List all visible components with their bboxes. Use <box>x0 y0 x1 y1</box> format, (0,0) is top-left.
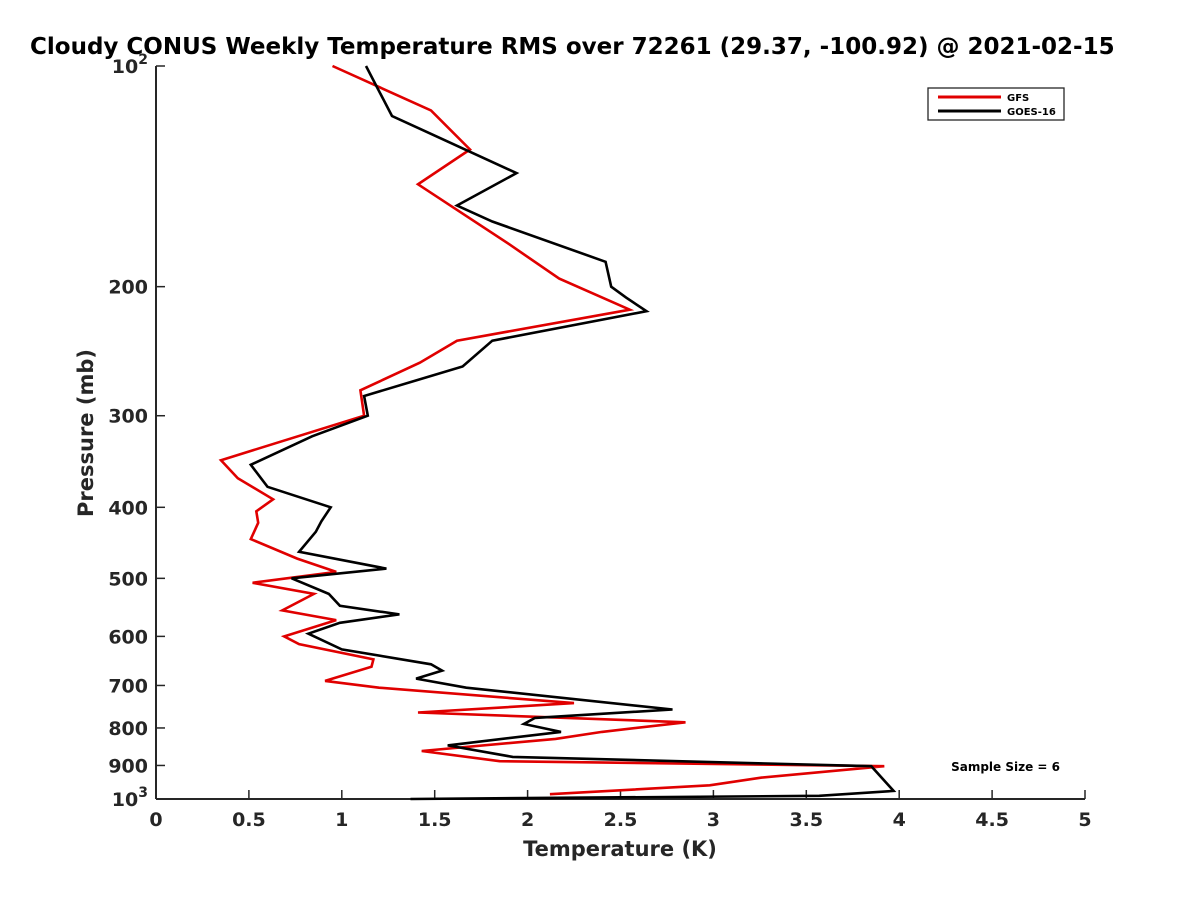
legend-label-goes16: GOES-16 <box>1007 107 1056 118</box>
x-tick-label: 1 <box>335 809 348 831</box>
x-tick-label: 2 <box>521 809 534 831</box>
series-layer <box>218 64 897 801</box>
plot-area <box>155 66 1085 800</box>
x-tick-label: 4 <box>893 809 906 831</box>
x-tick-label: 1.5 <box>418 809 452 831</box>
x-tick-label: 3 <box>707 809 720 831</box>
x-tick-label: 5 <box>1078 809 1091 831</box>
x-axis-ticks: 0 0.5 1 1.5 2 2.5 3 3.5 4 4.5 5 <box>149 790 1092 831</box>
legend: GFS GOES-16 <box>927 87 1065 121</box>
legend-label-gfs: GFS <box>1007 93 1029 104</box>
x-tick-label: 3.5 <box>789 809 823 831</box>
chart-title: Cloudy CONUS Weekly Temperature RMS over… <box>30 34 1115 60</box>
y-tick-label: 500 <box>108 568 148 590</box>
y-tick-label: 102 <box>112 52 148 78</box>
x-axis-label: Temperature (K) <box>523 837 717 861</box>
y-tick-label: 600 <box>108 626 148 648</box>
y-tick-label: 200 <box>108 277 148 299</box>
x-tick-label: 2.5 <box>604 809 638 831</box>
legend-box <box>927 87 1065 121</box>
y-tick-label: 700 <box>108 675 148 697</box>
series-line-goes16 <box>248 65 897 801</box>
series-line-gfs <box>218 64 885 796</box>
y-axis-ticks: 102 200 300 400 500 600 700 800 900 103 <box>108 52 165 811</box>
y-axis-label: Pressure (mb) <box>74 349 98 517</box>
y-tick-label: 400 <box>108 497 148 519</box>
y-tick-label: 800 <box>108 718 148 740</box>
x-tick-label: 0.5 <box>232 809 266 831</box>
y-tick-label: 103 <box>112 785 148 811</box>
y-tick-label: 900 <box>108 755 148 777</box>
y-tick-label: 300 <box>108 406 148 428</box>
x-tick-label: 4.5 <box>975 809 1009 831</box>
sample-size-annotation: Sample Size = 6 <box>951 760 1060 774</box>
x-tick-label: 0 <box>149 809 162 831</box>
